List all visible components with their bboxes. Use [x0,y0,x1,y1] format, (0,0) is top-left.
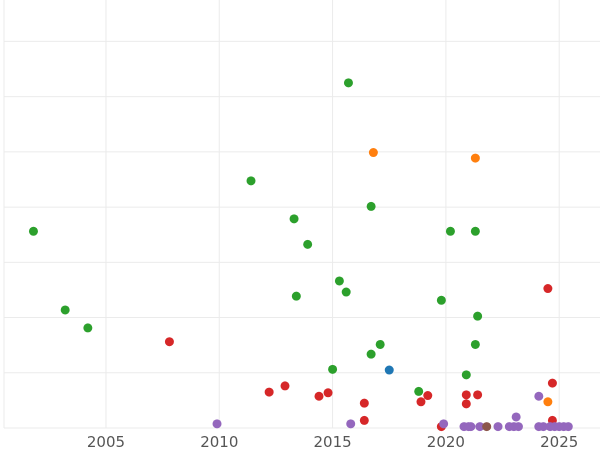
data-point [264,387,274,397]
x-axis: 2005 2010 2015 2020 2025 [87,433,578,450]
data-point [60,305,70,315]
data-point [291,291,301,301]
data-point [28,226,38,236]
data-point [563,422,573,432]
data-point [246,176,256,186]
data-point [466,422,476,432]
data-point [513,422,523,432]
data-point [461,399,471,409]
data-point [359,415,369,425]
data-point [341,287,351,297]
data-point [343,78,353,88]
data-point [334,276,344,286]
data-point [445,226,455,236]
data-point [280,381,290,391]
data-point [164,337,174,347]
data-point [314,391,324,401]
data-point [543,397,553,407]
data-point [323,388,333,398]
data-point [439,419,449,429]
data-point [534,391,544,401]
data-point [416,397,426,407]
data-point [368,148,378,158]
data-point [493,422,503,432]
data-point [473,390,483,400]
data-point [436,295,446,305]
data-point [83,323,93,333]
data-point [470,226,480,236]
data-point [461,370,471,380]
data-point [366,201,376,211]
data-point [289,214,299,224]
data-point [547,378,557,388]
x-tick-label: 2010 [200,433,238,450]
data-point [475,422,485,432]
data-point [303,239,313,249]
x-tick-label: 2020 [427,433,465,450]
grid [3,0,600,429]
data-point [384,365,394,375]
data-point [366,349,376,359]
data-point [328,364,338,374]
x-tick-label: 2025 [540,433,578,450]
data-point [538,422,548,432]
data-point [212,419,222,429]
data-point [359,398,369,408]
data-point [470,153,480,163]
data-point [414,386,424,396]
data-point [482,422,492,432]
data-point [375,339,385,349]
data-point [473,311,483,321]
data-point [461,390,471,400]
x-tick-label: 2005 [87,433,125,450]
x-tick-label: 2015 [313,433,351,450]
data-point [470,339,480,349]
data-point [543,284,553,294]
data-point [423,391,433,401]
data-point [346,419,356,429]
data-point [511,412,521,422]
data-points [28,78,573,432]
